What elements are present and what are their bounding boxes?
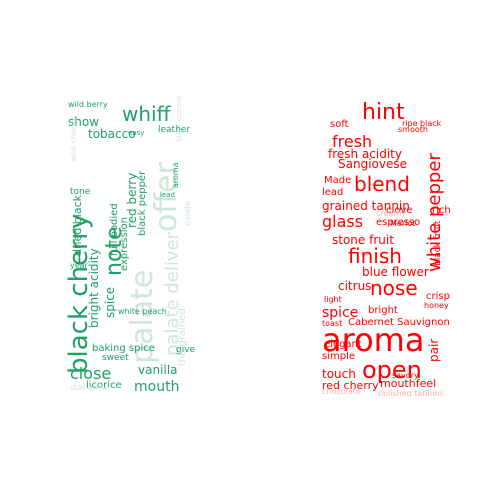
- cloud-word: crisp: [426, 291, 450, 302]
- cloud-word: licorice: [86, 380, 122, 391]
- cloud-word: Cabernet Sauvignon: [348, 317, 450, 328]
- cloud-word: Made: [324, 175, 352, 186]
- cloud-word: black fruit: [433, 220, 443, 266]
- cloud-word: hint: [362, 100, 405, 125]
- cloud-word: ripe black: [402, 119, 442, 128]
- cloud-word: toast: [322, 319, 343, 328]
- cloud-word: blue flower: [362, 265, 429, 279]
- cloud-word: white peach: [118, 307, 167, 316]
- cloud-word: mouth: [134, 379, 180, 395]
- cloud-word: palate: [183, 200, 192, 226]
- cloud-word: polished tannins: [378, 389, 444, 397]
- cloud-word: bright: [368, 305, 398, 316]
- cloud-word: fresh acidity: [328, 147, 402, 161]
- cloud-word: easy: [128, 129, 145, 137]
- cloud-word: open: [362, 356, 422, 384]
- cloud-word: leather: [158, 125, 191, 135]
- cloud-word: nose: [370, 276, 418, 300]
- cloud-word: lead: [160, 191, 175, 199]
- cloud-word: light: [324, 295, 342, 304]
- cloud-word: close: [70, 364, 112, 383]
- cloud-word: star anise: [70, 383, 110, 392]
- cloud-word: baking spice: [92, 343, 155, 354]
- cloud-word: glass: [322, 212, 364, 231]
- cloud-word: year: [70, 261, 88, 270]
- cloud-word: rich: [432, 205, 450, 216]
- cloud-word: spice: [103, 286, 117, 318]
- cloud-word: grained tannin: [322, 199, 410, 213]
- cloud-word: savory: [392, 371, 419, 380]
- cloud-word: dried black: [71, 194, 84, 256]
- cloud-word: aroma: [322, 321, 425, 359]
- cloud-word: blend: [354, 172, 410, 196]
- cloud-word: mouthfeel: [380, 377, 437, 390]
- cloud-word: touch: [322, 367, 356, 381]
- cloud-word: wild berry: [68, 100, 108, 109]
- cloud-word: tobacco: [88, 127, 136, 141]
- cloud-word: fresh: [332, 132, 373, 151]
- cloud-word: elegant: [324, 339, 362, 350]
- cloud-word: spice: [322, 305, 359, 321]
- cloud-word: vanilla: [138, 363, 178, 377]
- cloud-word: red cherry: [322, 379, 379, 392]
- cloud-word: give: [176, 345, 196, 355]
- cloud-word: Sangiovese: [338, 157, 407, 171]
- cloud-word: aroma: [171, 162, 180, 188]
- cloud-word: lead: [322, 187, 344, 198]
- cloud-word: tone: [70, 187, 91, 197]
- cloud-word: sweet: [102, 353, 129, 363]
- cloud-word: espresso: [376, 217, 421, 228]
- cloud-word: show: [68, 115, 100, 129]
- word-cloud-left: whiff palate offer black cherry note palate d…: [66, 96, 198, 396]
- cloud-word: bright acidity: [87, 248, 101, 328]
- cloud-word: soft: [330, 119, 349, 130]
- cloud-word: black currant: [175, 96, 183, 142]
- cloud-word: finish: [348, 244, 402, 268]
- cloud-word: stone fruit: [332, 233, 394, 247]
- cloud-word: the grained: [177, 308, 188, 366]
- cloud-word: honey: [424, 301, 449, 310]
- cloud-word: black pepper: [137, 170, 148, 236]
- cloud-word: smooth: [398, 125, 428, 134]
- word-cloud-right: hint fresh fresh acidity blend Sangiovese whi…: [318, 96, 450, 396]
- cloud-word: wild cherry: [69, 117, 78, 162]
- cloud-word: clove: [386, 205, 413, 216]
- cloud-word: simple: [322, 351, 356, 362]
- cloud-word: pair: [427, 338, 441, 362]
- cloud-word: creamy: [376, 209, 406, 218]
- cloud-word: Merlot: [390, 219, 416, 228]
- cloud-word: expression: [119, 217, 130, 271]
- cloud-word: citrus: [338, 279, 372, 293]
- cloud-word: chocolate: [322, 387, 361, 396]
- cloud-word: whiff: [122, 102, 171, 126]
